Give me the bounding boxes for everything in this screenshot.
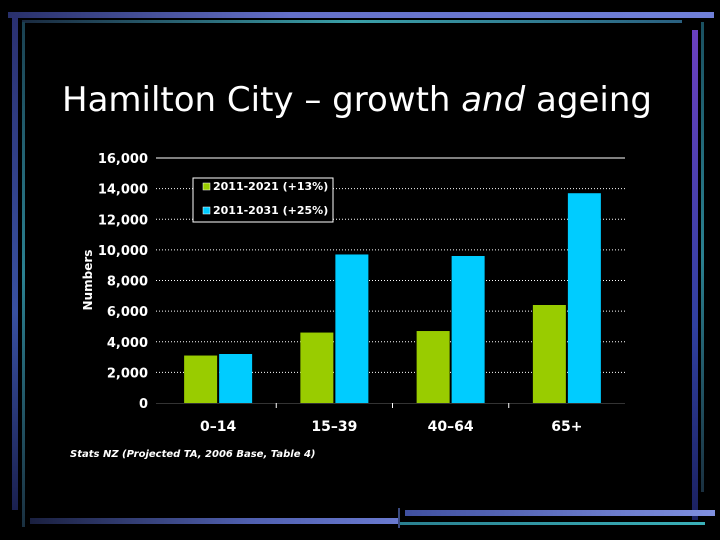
y-tick-label: 14,000 [98, 183, 148, 198]
frame-top-accent [22, 20, 682, 23]
title-part-1: Hamilton City – growth [62, 80, 462, 120]
title-part-2: ageing [525, 80, 652, 120]
x-tick-label: 65+ [551, 419, 582, 435]
y-tick-label: 12,000 [98, 213, 148, 228]
source-note: Stats NZ (Projected TA, 2006 Base, Table… [70, 449, 316, 460]
frame-top-bar [8, 12, 714, 18]
y-tick-label: 2,000 [107, 366, 148, 381]
legend-box [192, 177, 334, 223]
bar-series1 [416, 331, 450, 403]
frame-left-bar [12, 15, 18, 510]
x-tick-label: 15–39 [311, 419, 357, 435]
legend: 2011-2021 (+13%) 2011-2031 (+25%) [192, 177, 334, 223]
y-tick-label: 0 [139, 397, 148, 412]
y-axis-title: Numbers [81, 250, 95, 311]
y-tick-label: 8,000 [107, 275, 148, 290]
legend-swatch [202, 206, 211, 215]
y-tick-label: 4,000 [107, 336, 148, 351]
legend-swatch [202, 182, 211, 191]
x-tick-label: 0–14 [200, 419, 236, 435]
bar-series2 [451, 256, 485, 403]
frame-left-accent [22, 22, 25, 527]
y-tick-label: 16,000 [98, 152, 148, 167]
bar-series1 [532, 305, 566, 403]
frame-bottom-bar [30, 518, 400, 524]
legend-label: 2011-2031 (+25%) [213, 204, 328, 217]
bar-series2 [567, 193, 601, 403]
bar-series1 [300, 332, 334, 403]
frame-bottom-accent [400, 522, 705, 525]
axis-layer: 16,000 14,000 12,000 10,000 8,000 6,000 4,000 2… [81, 152, 625, 435]
bars-layer [184, 193, 601, 403]
frame-right-bar [692, 30, 698, 520]
bar-series2 [335, 254, 369, 403]
bar-series1 [184, 355, 218, 403]
frame-bottom-bar-right [405, 510, 715, 516]
y-tick-label: 6,000 [107, 305, 148, 320]
frame-bottom-divider [398, 508, 400, 528]
y-tick-label: 10,000 [98, 244, 148, 259]
bar-series2 [219, 354, 253, 403]
legend-label: 2011-2021 (+13%) [213, 180, 328, 193]
page-title: Hamilton City – growth and ageing [62, 80, 652, 120]
x-tick-label: 40–64 [428, 419, 474, 435]
title-emphasis: and [461, 80, 526, 120]
frame-right-accent [701, 22, 704, 492]
